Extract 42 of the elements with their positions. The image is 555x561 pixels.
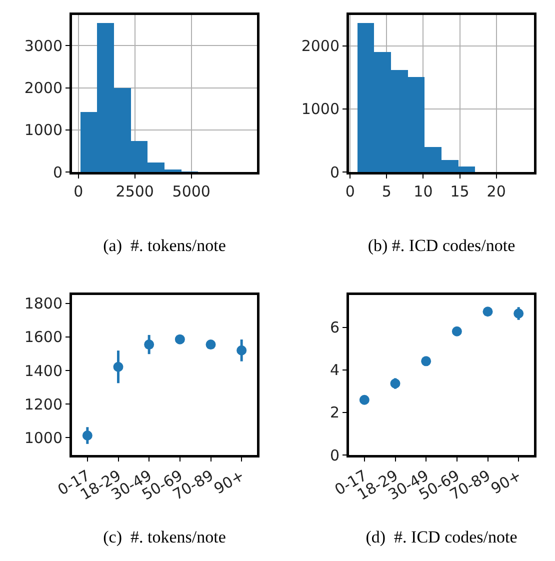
point	[82, 430, 92, 441]
x-axis-title: (b) #. ICD codes/note	[368, 236, 516, 256]
y-tick-label: 1200	[24, 395, 62, 414]
point	[174, 334, 185, 344]
y-tick-label: 0	[52, 163, 62, 182]
x-tick-label: 20	[486, 182, 506, 200]
y-tick-label: 1000	[24, 121, 62, 140]
y-tick-label: 6	[330, 318, 340, 337]
point	[206, 340, 216, 350]
x-tick-label: 0	[74, 182, 84, 200]
y-tick-label: 1000	[24, 428, 62, 447]
point	[421, 356, 432, 366]
x-tick-label: 5	[382, 182, 392, 200]
point	[236, 345, 247, 356]
y-tick-label: 1000	[301, 100, 340, 118]
x-tick-label: 10	[414, 182, 433, 200]
y-tick-label: 1400	[24, 362, 62, 380]
point	[113, 362, 124, 372]
x-tick-label: 90+	[210, 466, 248, 498]
x-axis-title: (a) #. tokens/note	[103, 236, 226, 256]
x-tick-label: 15	[450, 182, 470, 200]
x-axis-title: (d) #. ICD codes/note	[366, 527, 518, 546]
point	[359, 394, 370, 405]
x-tick-label: 5000	[172, 182, 210, 200]
y-tick-label: 1800	[24, 294, 62, 313]
y-tick-label: 3000	[24, 36, 62, 55]
x-tick-label: 0	[345, 182, 355, 200]
point	[144, 340, 154, 350]
y-tick-label: 0	[330, 163, 340, 182]
x-tick-label: 2500	[116, 182, 154, 200]
point	[390, 378, 400, 389]
y-tick-label: 4	[330, 361, 340, 380]
y-tick-label: 0	[330, 446, 340, 464]
y-tick-label: 2000	[24, 79, 62, 98]
y-tick-label: 1600	[24, 328, 62, 346]
point	[482, 306, 493, 317]
y-tick-label: 2000	[301, 37, 340, 56]
point	[514, 308, 524, 319]
point	[452, 326, 462, 336]
x-axis-title: (c) #. tokens/note	[103, 527, 226, 546]
y-tick-label: 2	[330, 404, 340, 422]
x-tick-label: 90+	[488, 466, 524, 498]
